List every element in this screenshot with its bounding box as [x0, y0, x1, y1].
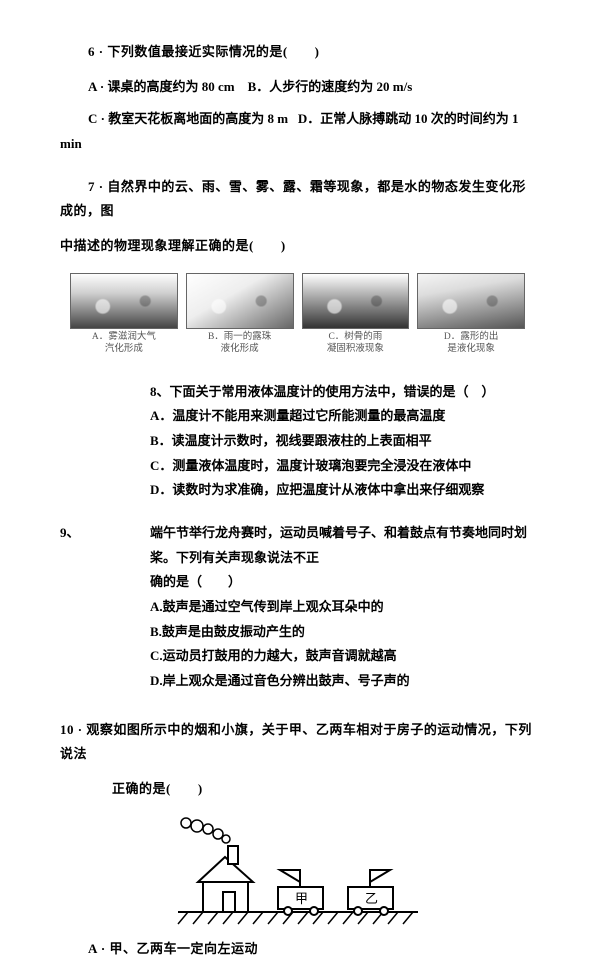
q6-stem: 6 · 下列数值最接近实际情况的是( ) — [60, 40, 535, 65]
q7-img-d-cap2: 是液化现象 — [447, 344, 495, 354]
q9-opt-b: B.鼓声是由鼓皮振动产生的 — [150, 620, 535, 645]
q7-img-a-cap2: 汽化形成 — [105, 344, 143, 354]
q8-opt-c: C．测量液体温度时，温度计玻璃泡要完全浸没在液体中 — [150, 454, 535, 479]
q7-img-d-label: D — [444, 332, 451, 342]
house-cars-diagram-icon: 甲 乙 — [168, 812, 428, 927]
q9-stem-line2: 确的是（ ） — [150, 574, 241, 589]
q7-image-row: A．雾滋润大气汽化形成 B．雨一的露珠液化形成 C．树骨的雨凝固积液现象 D．露… — [70, 273, 525, 356]
q9-opt-a: A.鼓声是通过空气传到岸上观众耳朵中的 — [150, 595, 535, 620]
q7-img-c-cap2: 凝固积液现象 — [327, 344, 384, 354]
q7-img-d: D．露形的出是液化现象 — [417, 273, 525, 356]
q7-img-a-label: A — [92, 332, 99, 342]
fog-thumbnail-icon — [70, 273, 178, 329]
car-label-yi: 乙 — [365, 891, 378, 906]
q6-opt-a: A · 课桌的高度约为 80 cm — [88, 79, 235, 94]
q6-line-cd: C · 教室天花板离地面的高度为 8 m D．正常人脉搏跳动 10 次的时间约为… — [60, 107, 535, 156]
q10-diagram: 甲 乙 — [60, 812, 535, 927]
q8-opt-d: D．读数时为求准确，应把温度计从液体中拿出来仔细观察 — [150, 478, 535, 503]
q9-num: 9、 — [60, 521, 90, 595]
q8-stem: 8、下面关于常用液体温度计的使用方法中，错误的是（ ） — [150, 380, 535, 405]
q7-img-b-cap1: 雨一的露珠 — [224, 332, 272, 342]
dew-thumbnail-icon — [186, 273, 294, 329]
q8-opt-a: A．温度计不能用来测量超过它所能测量的最高温度 — [150, 404, 535, 429]
question-9: 9、 端午节举行龙舟赛时，运动员喊着号子、和着鼓点有节奏地同时划桨。下列有关声现… — [60, 521, 535, 694]
q9-opt-d: D.岸上观众是通过音色分辨出鼓声、号子声的 — [150, 669, 535, 694]
q7-img-b: B．雨一的露珠液化形成 — [186, 273, 294, 356]
q7-img-a: A．雾滋润大气汽化形成 — [70, 273, 178, 356]
q10-stem-line2: 正确的是( ) — [60, 777, 535, 802]
q7-img-c-label: C — [328, 332, 334, 342]
q7-img-c-cap1: 树骨的雨 — [344, 332, 382, 342]
question-7: 7 · 自然界中的云、雨、雪、雾、露、霜等现象，都是水的物态发生变化形成的，图 … — [60, 175, 535, 356]
q7-img-d-cap1: 露形的出 — [460, 332, 498, 342]
q10-stem-line1: 10 · 观察如图所示中的烟和小旗，关于甲、乙两车相对于房子的运动情况，下列说法 — [60, 718, 535, 767]
question-8: 8、下面关于常用液体温度计的使用方法中，错误的是（ ） A．温度计不能用来测量超… — [60, 380, 535, 503]
frost-thumbnail-icon — [302, 273, 410, 329]
q6-line-ab: A · 课桌的高度约为 80 cm B．人步行的速度约为 20 m/s — [60, 75, 535, 100]
q7-stem-line2: 中描述的物理现象理解正确的是( ) — [60, 234, 535, 259]
q6-opt-c: C · 教室天花板离地面的高度为 8 m — [88, 111, 288, 126]
q7-img-b-cap2: 液化形成 — [221, 344, 259, 354]
q7-img-b-label: B — [208, 332, 214, 342]
q9-stem-wrap: 端午节举行龙舟赛时，运动员喊着号子、和着鼓点有节奏地同时划桨。下列有关声现象说法… — [90, 521, 535, 595]
q10-opt-a: A · 甲、乙两车一定向左运动 — [60, 937, 535, 962]
car-label-jia: 甲 — [295, 891, 308, 906]
q7-img-c: C．树骨的雨凝固积液现象 — [302, 273, 410, 356]
snow-thumbnail-icon — [417, 273, 525, 329]
question-6: 6 · 下列数值最接近实际情况的是( ) A · 课桌的高度约为 80 cm B… — [60, 40, 535, 157]
question-10: 10 · 观察如图所示中的烟和小旗，关于甲、乙两车相对于房子的运动情况，下列说法… — [60, 718, 535, 962]
q7-img-a-cap1: 雾滋润大气 — [108, 332, 156, 342]
q7-stem-line1: 7 · 自然界中的云、雨、雪、雾、露、霜等现象，都是水的物态发生变化形成的，图 — [60, 175, 535, 224]
q9-stem-line1: 端午节举行龙舟赛时，运动员喊着号子、和着鼓点有节奏地同时划桨。下列有关声现象说法… — [150, 525, 527, 565]
q8-opt-b: B．读温度计示数时，视线要跟液柱的上表面相平 — [150, 429, 535, 454]
q6-opt-b: B．人步行的速度约为 20 m/s — [248, 79, 413, 94]
q9-opt-c: C.运动员打鼓用的力越大，鼓声音调就越高 — [150, 644, 535, 669]
